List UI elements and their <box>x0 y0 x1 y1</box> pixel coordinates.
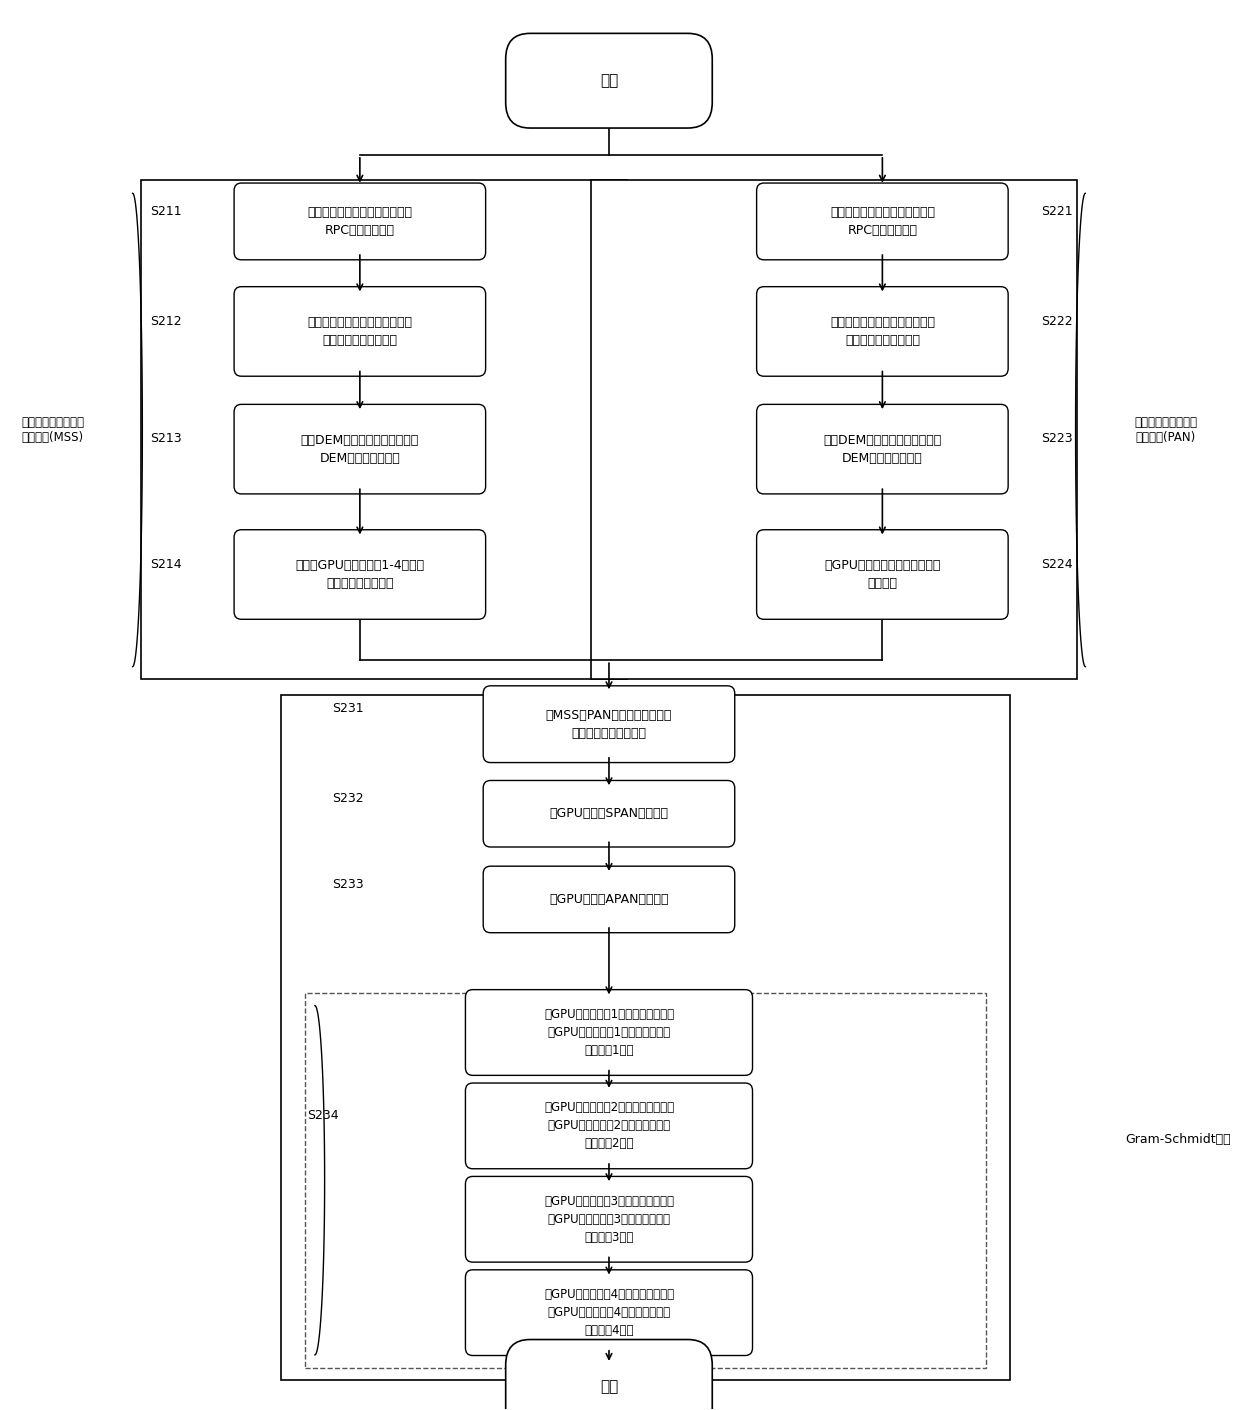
FancyBboxPatch shape <box>234 530 486 619</box>
Text: 顺次在GPU上执行波段1-4的正射
校正多项式计算线程: 顺次在GPU上执行波段1-4的正射 校正多项式计算线程 <box>295 558 424 589</box>
FancyBboxPatch shape <box>756 183 1008 259</box>
Bar <box>141 180 627 680</box>
Text: S221: S221 <box>1042 204 1073 217</box>
Text: 在GPU上执行波段2的协方差计算线程
在GPU上执行波段2的融合计算线程
输出波段2结果: 在GPU上执行波段2的协方差计算线程 在GPU上执行波段2的融合计算线程 输出波… <box>544 1101 675 1151</box>
Text: S234: S234 <box>308 1110 340 1122</box>
Text: 结束: 结束 <box>600 1379 618 1394</box>
Text: 在GPU上执行波段3的协方差计算线程
在GPU上执行波段3的融合计算线程
输出波段3结果: 在GPU上执行波段3的协方差计算线程 在GPU上执行波段3的融合计算线程 输出波… <box>544 1194 675 1244</box>
Text: 读取低分辨率多光谱图像文件及
RPC、复制到显存: 读取低分辨率多光谱图像文件及 RPC、复制到显存 <box>308 206 413 237</box>
Text: 读取DEM数据文件，将范围内的
DEM数据复制到显存: 读取DEM数据文件，将范围内的 DEM数据复制到显存 <box>823 434 941 465</box>
Bar <box>281 695 1009 1380</box>
Text: S214: S214 <box>150 558 181 571</box>
Text: 计算经纬度范围，输出文件模级
向像素、地理转换系数: 计算经纬度范围，输出文件模级 向像素、地理转换系数 <box>308 316 413 347</box>
Text: 由MSS和PAN的地理转换系数计
算坐标转换多项式系数: 由MSS和PAN的地理转换系数计 算坐标转换多项式系数 <box>546 709 672 740</box>
FancyBboxPatch shape <box>506 34 712 128</box>
Bar <box>590 180 1076 680</box>
Text: 读取DEM数据文件，将范围内的
DEM数据复制到显存: 读取DEM数据文件，将范围内的 DEM数据复制到显存 <box>301 434 419 465</box>
FancyBboxPatch shape <box>484 781 735 847</box>
Text: 开始: 开始 <box>600 73 618 89</box>
FancyBboxPatch shape <box>756 530 1008 619</box>
FancyBboxPatch shape <box>465 1270 753 1355</box>
Text: S213: S213 <box>150 433 181 446</box>
FancyBboxPatch shape <box>234 183 486 259</box>
Text: 读取高分辨率单波段图像文件及
RPC、复制到显存: 读取高分辨率单波段图像文件及 RPC、复制到显存 <box>830 206 935 237</box>
Text: S231: S231 <box>332 702 363 715</box>
Text: S232: S232 <box>332 792 363 805</box>
Text: 低分辨率多光谱图像
正射校正(MSS): 低分辨率多光谱图像 正射校正(MSS) <box>21 416 84 444</box>
Text: S222: S222 <box>1042 314 1073 327</box>
Text: 在GPU上执行波段4的协方差计算线程
在GPU上执行波段4的融合计算线程
输出波段4结果: 在GPU上执行波段4的协方差计算线程 在GPU上执行波段4的融合计算线程 输出波… <box>544 1289 675 1337</box>
FancyBboxPatch shape <box>234 405 486 493</box>
FancyBboxPatch shape <box>465 1083 753 1169</box>
FancyBboxPatch shape <box>465 1176 753 1262</box>
FancyBboxPatch shape <box>465 990 753 1076</box>
Text: 在GPU上执行的正射校正多项式
计算线程: 在GPU上执行的正射校正多项式 计算线程 <box>825 558 941 589</box>
Bar <box>305 993 986 1368</box>
Text: S223: S223 <box>1042 433 1073 446</box>
FancyBboxPatch shape <box>484 866 735 932</box>
Text: S233: S233 <box>332 877 363 891</box>
Text: S224: S224 <box>1042 558 1073 571</box>
FancyBboxPatch shape <box>756 405 1008 493</box>
FancyBboxPatch shape <box>756 286 1008 376</box>
Text: Gram-Schmidt融合: Gram-Schmidt融合 <box>1125 1134 1230 1146</box>
Text: 在GPU上执行波段1的协方差计算线程
在GPU上执行波段1的融合计算线程
输出波段1结果: 在GPU上执行波段1的协方差计算线程 在GPU上执行波段1的融合计算线程 输出波… <box>544 1008 675 1058</box>
FancyBboxPatch shape <box>234 286 486 376</box>
Text: S211: S211 <box>150 204 181 217</box>
Text: S212: S212 <box>150 314 181 327</box>
FancyBboxPatch shape <box>506 1340 712 1410</box>
FancyBboxPatch shape <box>484 685 735 763</box>
Text: 计算经纬度范围，输出文件模级
向像素、地理转换系数: 计算经纬度范围，输出文件模级 向像素、地理转换系数 <box>830 316 935 347</box>
Text: 在GPU上执行SPAN计算线程: 在GPU上执行SPAN计算线程 <box>549 808 668 821</box>
Text: 高分辨率单波段图像
正射校正(PAN): 高分辨率单波段图像 正射校正(PAN) <box>1135 416 1197 444</box>
Text: 在GPU上执行APAN计算线程: 在GPU上执行APAN计算线程 <box>549 893 668 907</box>
